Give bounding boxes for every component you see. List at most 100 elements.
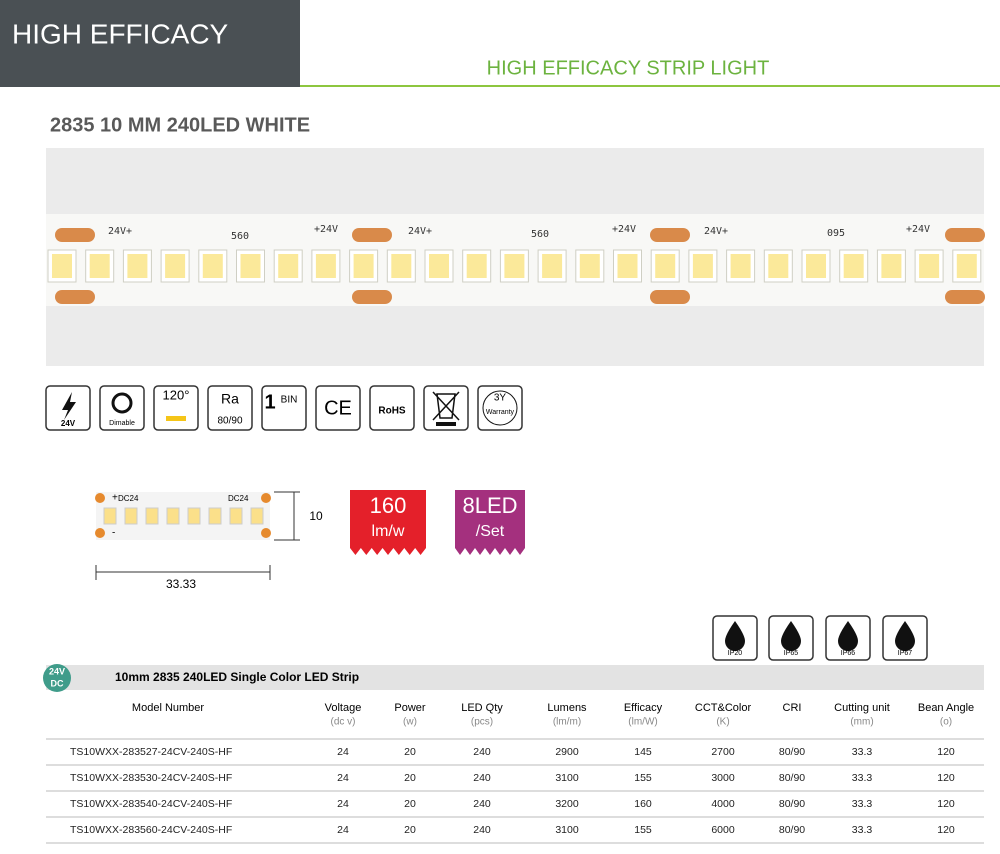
header-subtitle: HIGH EFFICACY STRIP LIGHT bbox=[487, 57, 770, 79]
table-cell: 3200 bbox=[555, 798, 579, 810]
icon-box bbox=[369, 385, 415, 431]
table-cell: 240 bbox=[473, 772, 491, 784]
table-cell: 6000 bbox=[711, 824, 735, 836]
mini-led bbox=[166, 507, 180, 525]
table-cell: 2700 bbox=[711, 746, 735, 758]
led-phosphor bbox=[429, 254, 449, 278]
table-cell: 33.3 bbox=[852, 798, 873, 810]
icon-box bbox=[315, 385, 361, 431]
badge-leds-unit: /Set bbox=[476, 523, 505, 540]
strip-mark: 24V+ bbox=[704, 226, 728, 237]
led-phosphor bbox=[353, 254, 374, 278]
strip-mark: 095 bbox=[827, 228, 845, 239]
mini-led bbox=[145, 507, 159, 525]
header-tab-text: HIGH EFFICACY bbox=[12, 18, 229, 49]
table-cell: 24 bbox=[337, 824, 349, 836]
solder-pad bbox=[650, 228, 690, 242]
table-badge-line: 24V bbox=[49, 666, 65, 676]
dc-left: DC24 bbox=[118, 494, 139, 503]
icon-bin: BIN bbox=[281, 395, 298, 406]
led-phosphor bbox=[881, 254, 902, 278]
solder-pad bbox=[352, 290, 392, 304]
mini-pad bbox=[261, 493, 271, 503]
table-cell: 80/90 bbox=[779, 798, 805, 810]
led-phosphor bbox=[617, 254, 638, 278]
angle-light bbox=[166, 416, 186, 421]
column-header: CRI bbox=[783, 702, 802, 714]
strip-mark: +24V bbox=[906, 224, 930, 235]
column-unit: (pcs) bbox=[471, 717, 493, 728]
table-badge-line: DC bbox=[51, 678, 64, 688]
table-cell: 24 bbox=[337, 746, 349, 758]
solder-pad bbox=[352, 228, 392, 242]
mini-led bbox=[124, 507, 138, 525]
table-cell: 160 bbox=[634, 798, 652, 810]
icon-warranty-years: 3Y bbox=[494, 393, 507, 404]
strip-mark: 560 bbox=[531, 229, 549, 240]
column-unit: (lm/m) bbox=[553, 717, 581, 728]
table-cell: 3100 bbox=[555, 824, 579, 836]
led-phosphor bbox=[806, 254, 826, 278]
table-cell: TS10WXX-283560-24CV-240S-HF bbox=[70, 824, 232, 836]
table-cell: 120 bbox=[937, 798, 955, 810]
led-phosphor bbox=[89, 254, 110, 278]
led-phosphor bbox=[542, 254, 563, 278]
icon-box bbox=[207, 385, 253, 431]
table-cell: 155 bbox=[634, 824, 652, 836]
strip-mark: 24V+ bbox=[108, 226, 132, 237]
mini-pad bbox=[95, 493, 105, 503]
table-cell: 3000 bbox=[711, 772, 735, 784]
column-header: LED Qty bbox=[461, 702, 503, 714]
table-cell: 24 bbox=[337, 798, 349, 810]
icon-box bbox=[99, 385, 145, 431]
strip-mark: +24V bbox=[314, 224, 338, 235]
table-cell: 33.3 bbox=[852, 824, 873, 836]
icon-box bbox=[423, 385, 469, 431]
table-cell: 2900 bbox=[555, 746, 579, 758]
mini-led bbox=[208, 507, 222, 525]
led-phosphor bbox=[956, 254, 977, 278]
table-cell: 80/90 bbox=[779, 746, 805, 758]
mini-pad bbox=[95, 528, 105, 538]
icon-ce: CE bbox=[324, 397, 352, 419]
icon-bin-number: 1 bbox=[264, 391, 275, 413]
solder-pad bbox=[650, 290, 690, 304]
ip-drop bbox=[725, 621, 745, 651]
table-cell: TS10WXX-283540-24CV-240S-HF bbox=[70, 798, 232, 810]
led-phosphor bbox=[504, 254, 525, 278]
badge-efficacy: 160 bbox=[370, 493, 407, 518]
dim-length: 33.33 bbox=[166, 577, 196, 591]
icon-voltage: 24V bbox=[61, 419, 76, 428]
table-cell: TS10WXX-283527-24CV-240S-HF bbox=[70, 746, 232, 758]
mini-led bbox=[187, 507, 201, 525]
bolt-icon bbox=[62, 392, 76, 420]
table-cell: 33.3 bbox=[852, 772, 873, 784]
strip-mark: +24V bbox=[612, 224, 636, 235]
table-cell: 155 bbox=[634, 772, 652, 784]
column-header: Cutting unit bbox=[834, 702, 890, 714]
table-cell: 145 bbox=[634, 746, 652, 758]
icon-cri: 80/90 bbox=[217, 416, 242, 427]
led-phosphor bbox=[843, 254, 864, 278]
table-title: 10mm 2835 240LED Single Color LED Strip bbox=[115, 670, 359, 684]
column-header: Bean Angle bbox=[918, 702, 974, 714]
led-phosphor bbox=[692, 254, 713, 278]
icon-warranty: Warranty bbox=[486, 409, 515, 416]
column-unit: (dc v) bbox=[331, 717, 356, 728]
table-cell: 120 bbox=[937, 746, 955, 758]
ip-label: IP20 bbox=[728, 650, 743, 657]
solder-pad bbox=[945, 290, 985, 304]
column-header: Model Number bbox=[132, 702, 204, 714]
table-cell: 240 bbox=[473, 798, 491, 810]
ip-label: IP65 bbox=[784, 650, 799, 657]
table-cell: 33.3 bbox=[852, 746, 873, 758]
solder-pad bbox=[945, 228, 985, 242]
table-cell: TS10WXX-283530-24CV-240S-HF bbox=[70, 772, 232, 784]
led-phosphor bbox=[655, 254, 676, 278]
badge-leds: 8LED bbox=[462, 493, 517, 518]
led-phosphor bbox=[730, 254, 751, 278]
table-title-bar bbox=[46, 665, 984, 690]
mini-pad bbox=[261, 528, 271, 538]
led-phosphor bbox=[579, 254, 600, 278]
